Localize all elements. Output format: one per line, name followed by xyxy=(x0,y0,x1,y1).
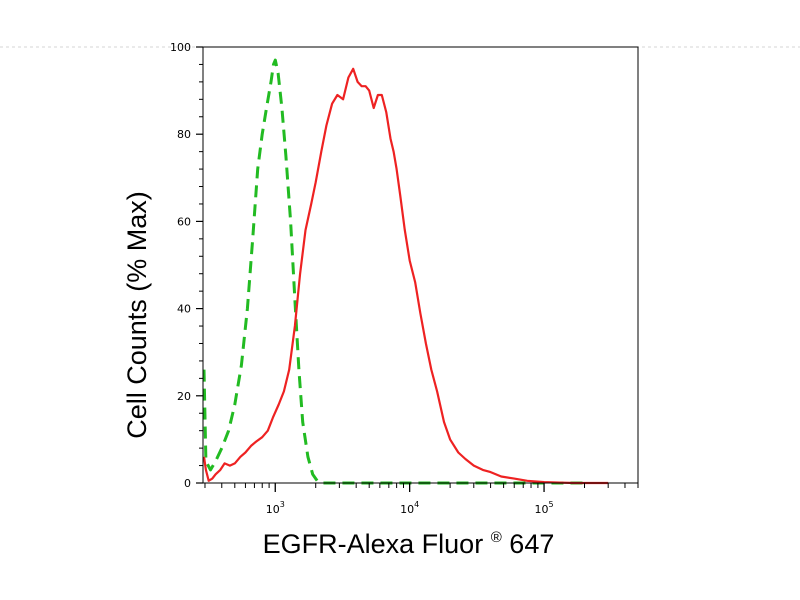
x-tick-label: 105 xyxy=(535,500,554,516)
x-axis-title-superscript: ® xyxy=(491,529,502,546)
y-tick-label: 80 xyxy=(177,128,191,141)
y-tick-label: 100 xyxy=(170,41,191,54)
x-axis-title-suffix: 647 xyxy=(509,529,554,559)
y-axis-title: Cell Counts (% Max) xyxy=(122,191,152,439)
x-tick-label: 103 xyxy=(266,500,285,516)
y-tick-label: 40 xyxy=(177,303,191,316)
series-line-solid xyxy=(202,67,609,485)
x-tick-label: 104 xyxy=(400,500,419,516)
series-layer xyxy=(202,58,609,485)
series-line-dashed xyxy=(202,58,585,485)
y-tick-label: 60 xyxy=(177,215,191,228)
x-axis-title-text: EGFR-Alexa Fluor xyxy=(263,529,484,559)
x-axis-title: EGFR-Alexa Fluor ® 647 xyxy=(263,518,555,559)
plot-frame xyxy=(202,46,639,484)
x-axis: 103 104 105 xyxy=(204,483,639,516)
y-axis: 0 20 40 60 80 100 xyxy=(170,41,203,490)
y-tick-label: 20 xyxy=(177,390,191,403)
y-tick-label: 0 xyxy=(184,477,191,490)
